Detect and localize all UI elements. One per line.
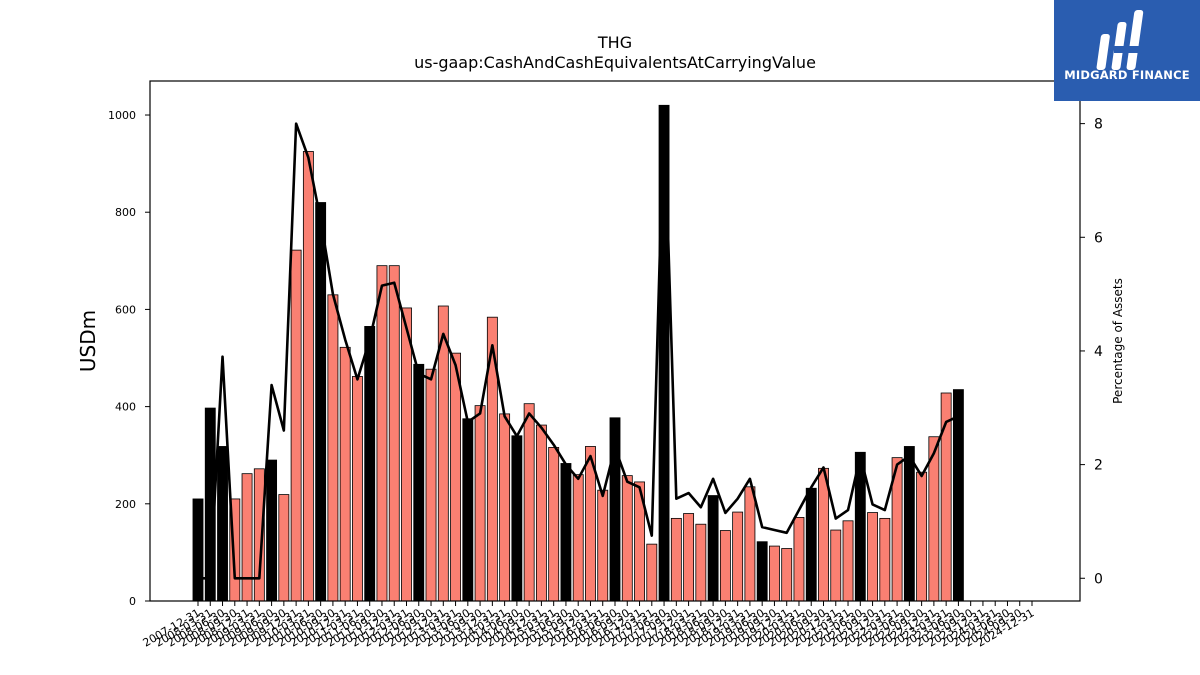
bar (425, 368, 437, 602)
bar (621, 475, 633, 602)
bar (818, 467, 829, 602)
bar (388, 265, 400, 602)
bar (903, 446, 915, 602)
bar (192, 498, 204, 602)
bar (646, 543, 658, 602)
bar (401, 307, 412, 602)
bar (302, 151, 314, 602)
bar (609, 417, 621, 602)
bar (769, 545, 780, 602)
y-tick-label: 800 (115, 206, 136, 219)
bar (290, 249, 302, 602)
bar (278, 494, 290, 602)
bar (670, 517, 682, 602)
y-tick-label: 0 (129, 595, 136, 608)
bar (842, 520, 854, 602)
percentage-line (198, 105, 959, 580)
bar (683, 513, 695, 602)
midgard-finance-logo: MIDGARD FINANCE (1054, 0, 1200, 101)
bar (830, 529, 842, 602)
y-tick-label: 1000 (108, 109, 136, 122)
bar (499, 413, 511, 602)
bars-layer (192, 104, 964, 602)
bar (548, 447, 560, 602)
bar (572, 474, 584, 602)
bar (744, 486, 756, 602)
chart-title: THG (597, 33, 632, 52)
axes-layer: 0 200 400 600 800 1000 0 2 4 6 8 (108, 80, 1103, 608)
chart-subtitle: us-gaap:CashAndCashEquivalentsAtCarrying… (414, 53, 816, 72)
bar (707, 495, 719, 602)
bar (732, 511, 744, 602)
bar (376, 265, 388, 602)
bar (450, 352, 461, 602)
bar (511, 435, 523, 602)
logo-text: MIDGARD FINANCE (1064, 68, 1190, 82)
bar (597, 489, 609, 602)
y2-tick-label: 6 (1094, 230, 1103, 246)
bar (474, 405, 486, 602)
bar (793, 517, 805, 602)
y-tick-label: 600 (115, 303, 136, 316)
bar (756, 541, 768, 602)
bar (952, 389, 964, 602)
bar (916, 471, 928, 602)
bar (413, 363, 425, 602)
bar (560, 463, 572, 602)
y2-tick-label: 0 (1094, 571, 1103, 587)
y2-tick-label: 2 (1094, 458, 1103, 474)
bar (695, 523, 707, 602)
bar (462, 418, 474, 602)
bar (879, 517, 891, 602)
line-layer (198, 105, 959, 580)
y-tick-label: 200 (115, 498, 136, 511)
bar (364, 326, 376, 602)
bar (266, 459, 278, 602)
bar (719, 530, 731, 602)
y2-axis-label: Percentage of Assets (1111, 278, 1125, 404)
midgard-logo-icon (1096, 10, 1144, 70)
bar (327, 294, 339, 602)
bar (217, 446, 228, 602)
bar (867, 512, 878, 602)
y2-tick-label: 8 (1094, 117, 1103, 133)
bar (352, 376, 363, 602)
bar (315, 202, 327, 602)
bar (339, 346, 351, 602)
y-axis-label: USDm (76, 310, 100, 372)
bar (535, 424, 547, 602)
x-tick-labels: 2007-12-312008-03-312008-06-302008-09-30… (141, 601, 1037, 650)
bar (241, 473, 253, 602)
y-tick-label: 400 (115, 401, 136, 414)
y2-tick-label: 4 (1094, 344, 1103, 360)
bar (781, 548, 793, 602)
bar (805, 487, 817, 602)
bar (523, 403, 535, 602)
